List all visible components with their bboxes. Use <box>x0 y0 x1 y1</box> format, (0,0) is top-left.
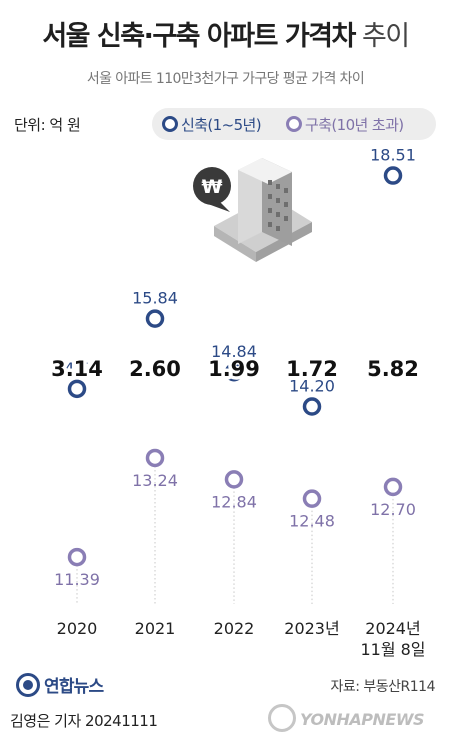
watermark-text: YONHAPNEWS <box>300 710 425 729</box>
value-label-old: 12.48 <box>289 512 335 531</box>
legend-old-label: 구축(10년 초과) <box>305 116 404 134</box>
value-label-new: 18.51 <box>370 146 416 165</box>
won-apartment-icon: ₩ <box>193 158 312 262</box>
yonhap-logo-icon <box>16 673 40 697</box>
marker-old <box>145 448 165 468</box>
legend-item-new: 신축(1~5년) <box>162 114 262 135</box>
value-label-old: 12.84 <box>211 492 257 511</box>
category-label: 2024년 <box>365 619 420 638</box>
value-label-old: 13.24 <box>132 471 178 490</box>
marker-old <box>224 470 244 489</box>
marker-old <box>302 489 322 508</box>
legend: 신축(1~5년) 구축(10년 초과) <box>152 108 436 140</box>
value-label-new: 14.53 <box>54 359 100 378</box>
value-label-new: 14.20 <box>289 377 335 396</box>
gap-label: 3.14 <box>51 357 103 381</box>
category-label: 11월 8일 <box>360 640 425 659</box>
gap-label: 5.82 <box>367 357 419 381</box>
marker-new <box>383 166 403 185</box>
marker-new <box>145 309 165 328</box>
legend-old-ring-icon <box>286 116 302 132</box>
legend-item-old: 구축(10년 초과) <box>286 114 404 135</box>
gap-label: 1.99 <box>208 357 260 381</box>
chart-title-main: 서울 신축·구축 아파트 가격차 <box>42 21 356 52</box>
category-label: 2021 <box>135 619 176 638</box>
marker-new <box>67 379 87 399</box>
marker-new <box>224 362 244 382</box>
legend-new-label: 신축(1~5년) <box>181 116 262 134</box>
credit-line: 김영은 기자 20241111 <box>10 712 158 730</box>
marker-old <box>67 547 87 567</box>
watermark: YONHAPNEWS <box>268 704 425 732</box>
category-label: 2023년 <box>284 619 339 638</box>
value-label-new: 14.84 <box>211 342 257 361</box>
watermark-icon <box>268 704 296 732</box>
unit-label: 단위: 억 원 <box>14 116 81 134</box>
gap-label: 2.60 <box>129 357 181 381</box>
svg-text:₩: ₩ <box>202 176 223 198</box>
gap-label: 1.72 <box>286 357 338 381</box>
category-label: 2020 <box>57 619 98 638</box>
marker-old <box>383 477 403 497</box>
source-note: 자료: 부동산R114 <box>330 679 435 695</box>
yonhap-logo: 연합뉴스 <box>16 672 104 697</box>
chart-subtitle: 서울 아파트 110만3천가구 가구당 평균 가격 차이 <box>86 71 365 87</box>
chart-title: 서울 신축·구축 아파트 가격차 추이 <box>0 14 451 53</box>
category-label: 2022 <box>214 619 255 638</box>
value-label-old: 11.39 <box>54 570 100 589</box>
value-label-new: 15.84 <box>132 289 178 308</box>
chart-title-suffix: 추이 <box>361 21 410 52</box>
value-label-old: 12.70 <box>370 500 416 519</box>
yonhap-logo-text: 연합뉴스 <box>44 677 104 697</box>
legend-new-ring-icon <box>162 116 178 132</box>
marker-new <box>302 397 322 416</box>
